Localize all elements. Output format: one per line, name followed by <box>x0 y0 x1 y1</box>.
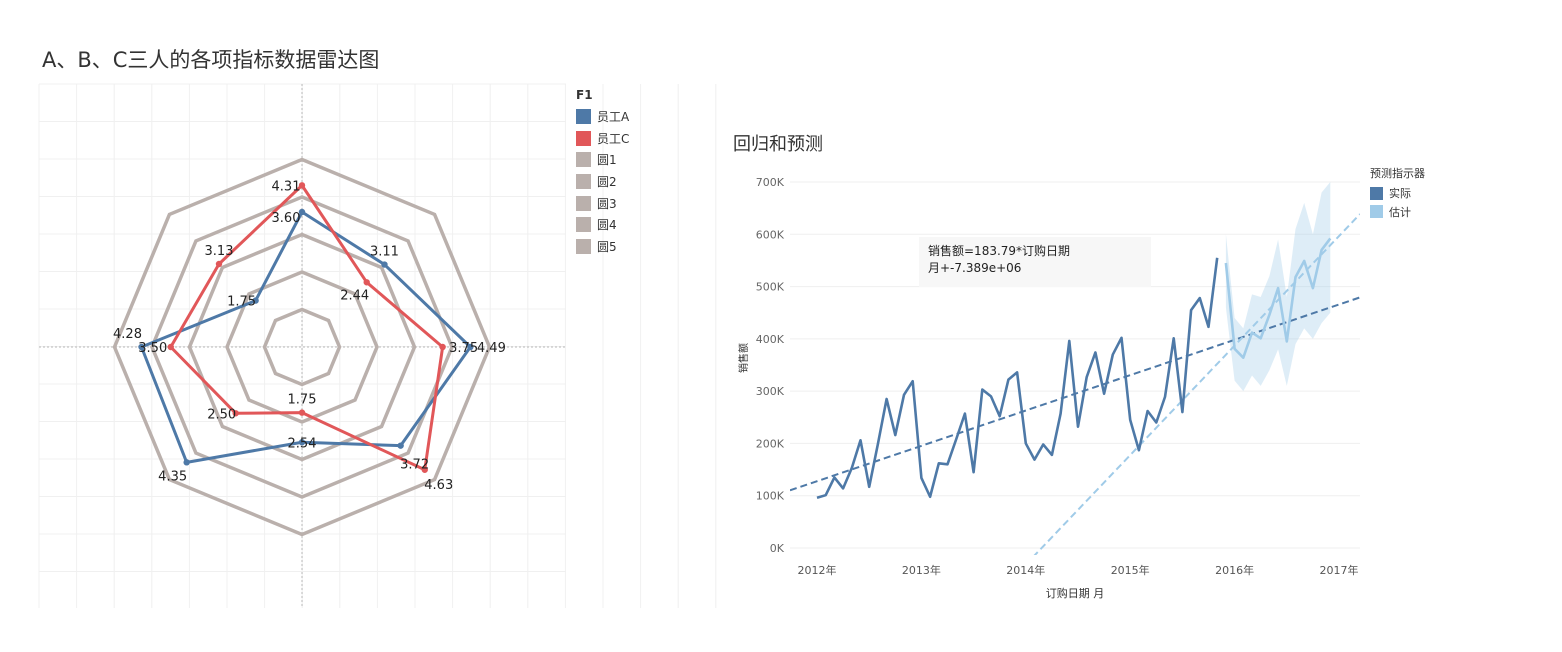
radar-ring <box>150 195 454 499</box>
radar-data-label: 3.11 <box>370 245 399 260</box>
radar-data-point <box>167 343 174 351</box>
radar-data-point <box>298 182 306 189</box>
radar-data-point <box>298 409 306 416</box>
radar-data-label: 4.49 <box>477 341 506 356</box>
radar-ring <box>262 307 342 387</box>
legend-label: 实际 <box>1389 187 1411 201</box>
radar-data-label: 3.13 <box>205 244 234 259</box>
legend-label: 圆4 <box>597 218 617 233</box>
legend-item-employee-a[interactable]: 员工A <box>576 106 629 128</box>
radar-data-point <box>467 343 474 351</box>
legend-item-circle-4[interactable]: 圆4 <box>576 214 629 236</box>
radar-data-label: 4.35 <box>158 469 187 484</box>
legend-swatch <box>576 217 591 233</box>
radar-data-point <box>381 261 388 268</box>
radar-legend: F1 员工A 员工C 圆1 圆2 圆3 圆4 圆5 <box>576 88 629 257</box>
legend-label: 圆5 <box>597 239 617 254</box>
radar-data-label: 4.28 <box>113 327 142 342</box>
regression-text-line-1: 销售额=183.79*订购日期 <box>928 244 1071 258</box>
radar-data-point <box>397 442 404 449</box>
legend-item-circle-1[interactable]: 圆1 <box>576 149 629 171</box>
radar-data-point <box>183 459 190 466</box>
legend-swatch <box>1370 205 1383 219</box>
legend-item-estimate[interactable]: 估计 <box>1370 203 1425 222</box>
legend-label: 圆3 <box>597 196 617 211</box>
radar-series-line <box>169 183 445 472</box>
legend-label: 估计 <box>1389 205 1411 219</box>
radar-data-label: 2.50 <box>207 407 236 422</box>
x-tick-label: 2013年 <box>902 563 941 577</box>
radar-data-label: 3.60 <box>272 211 301 226</box>
trend-line-actual <box>790 296 1360 492</box>
legend-label: 圆2 <box>597 175 617 190</box>
radar-data-point <box>252 297 259 304</box>
y-tick-label: 0K <box>770 542 785 555</box>
series-line-actual <box>816 257 1219 500</box>
x-axis-title: 订购日期 月 <box>1046 586 1105 600</box>
radar-data-label: 4.31 <box>272 179 301 194</box>
radar-data-point <box>138 343 145 351</box>
legend-swatch <box>576 130 591 146</box>
radar-data-label: 3.75 <box>449 341 478 356</box>
radar-data-label: 1.75 <box>227 295 256 310</box>
radar-data-label: 3.72 <box>400 458 429 473</box>
radar-data-point <box>215 260 223 268</box>
radar-chart-title: A、B、C三人的各项指标数据雷达图 <box>42 48 380 72</box>
legend-label: 员工A <box>597 110 630 125</box>
radar-data-label: 3.50 <box>138 341 167 356</box>
radar-ring <box>225 270 379 424</box>
y-tick-label: 500K <box>756 281 785 294</box>
line-legend: 预测指示器 实际 估计 <box>1370 165 1425 221</box>
legend-item-circle-3[interactable]: 圆3 <box>576 192 629 214</box>
radar-data-point <box>232 410 239 417</box>
forecast-band <box>1225 182 1331 392</box>
series-line-estimate <box>1224 237 1332 359</box>
legend-swatch <box>576 238 591 254</box>
radar-data-point <box>439 343 446 351</box>
radar-ring <box>187 232 417 462</box>
legend-label: 员工C <box>597 131 630 146</box>
radar-data-point <box>363 279 370 286</box>
legend-swatch <box>576 195 591 211</box>
radar-data-label: 4.63 <box>424 478 453 493</box>
radar-data-point <box>298 439 306 446</box>
radar-chart: 3.60 3.11 4.49 3.72 2.54 4.35 4.28 1.75 4.31 2.44… <box>38 83 717 608</box>
y-tick-label: 600K <box>756 228 785 241</box>
legend-item-employee-c[interactable]: 员工C <box>576 128 629 150</box>
y-tick-label: 700K <box>756 176 785 189</box>
legend-swatch <box>576 174 591 190</box>
legend-item-circle-5[interactable]: 圆5 <box>576 236 629 258</box>
y-tick-label: 100K <box>756 490 785 503</box>
y-axis-title: 销售额 <box>737 343 750 373</box>
x-tick-label: 2016年 <box>1215 563 1254 577</box>
x-tick-label: 2017年 <box>1320 563 1359 577</box>
radar-data-point <box>421 466 428 473</box>
y-tick-label: 400K <box>756 333 785 346</box>
line-chart-title: 回归和预测 <box>733 134 823 155</box>
radar-data-label: 2.44 <box>340 288 369 303</box>
legend-swatch <box>1370 186 1383 200</box>
regression-annotation: 销售额=183.79*订购日期 月+-7.389e+06 <box>919 237 1151 287</box>
legend-swatch <box>576 152 591 168</box>
legend-label: 圆1 <box>597 153 617 168</box>
regression-text-line-2: 月+-7.389e+06 <box>928 261 1022 275</box>
legend-swatch <box>576 109 591 125</box>
x-tick-label: 2015年 <box>1111 563 1150 577</box>
radar-data-point <box>298 208 306 216</box>
radar-data-label: 1.75 <box>288 393 317 408</box>
radar-data-label: 2.54 <box>288 436 317 451</box>
legend-item-circle-2[interactable]: 圆2 <box>576 171 629 193</box>
radar-ring <box>112 157 492 537</box>
y-tick-label: 300K <box>756 385 785 398</box>
line-legend-title: 预测指示器 <box>1370 167 1425 180</box>
legend-item-actual[interactable]: 实际 <box>1370 184 1425 203</box>
x-tick-label: 2012年 <box>798 563 837 577</box>
y-tick-label: 200K <box>756 437 785 450</box>
radar-legend-title: F1 <box>576 88 593 102</box>
x-tick-label: 2014年 <box>1006 563 1045 577</box>
